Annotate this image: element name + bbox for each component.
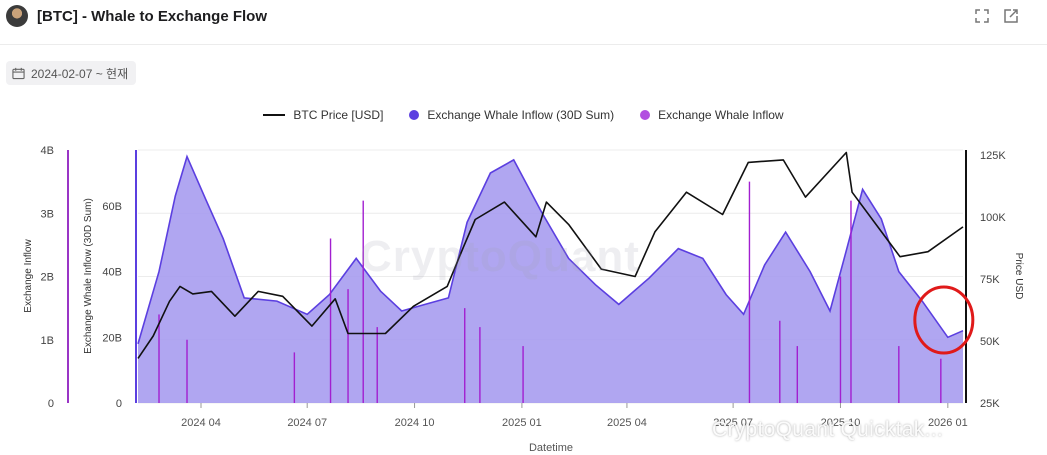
legend-swatch-price [263,114,286,116]
series-30d-sum-area [138,156,963,403]
axis-price-tick-1: 50K [980,336,1000,348]
x-tick-label-2: 2024 10 [395,417,435,429]
legend-swatch-30d-sum [409,110,420,120]
legend-item-price[interactable]: BTC Price [USD] [263,108,383,122]
series-30d-sum-line [137,154,964,345]
axis-30d-sum-tick-0: 0 [116,398,122,410]
axis-inflow-tick-1: 1B [41,335,54,347]
axis-inflow-tick-3: 3B [41,208,54,220]
watermark-text: CryptoQuant Quicktak... [712,418,943,441]
chart-header: [BTC] - Whale to Exchange Flow [0,0,1047,45]
legend-label-inflow: Exchange Whale Inflow [658,108,784,122]
axis-inflow-tick-4: 4B [41,145,54,157]
series-btc-price-line [137,151,964,359]
axis-30d-sum-title: Exchange Whale Inflow (30D Sum) [83,198,94,354]
axis-inflow-tick-0: 0 [48,398,54,410]
x-tick-label-3: 2025 01 [502,417,542,429]
axis-inflow-tick-2: 2B [41,272,54,284]
legend-item-inflow[interactable]: Exchange Whale Inflow [640,108,784,122]
axis-inflow-title: Exchange Inflow [23,239,34,313]
x-tick-label-5: 2025 07 [713,417,753,429]
legend-swatch-inflow [640,110,651,120]
axis-price-tick-0: 25K [980,398,1000,410]
axis-price-tick-3: 100K [980,212,1006,224]
x-tick-label-0: 2024 04 [181,417,221,429]
date-range-filter[interactable]: 2024-02-07 ~ 현재 [6,61,137,85]
legend-label-30d-sum: Exchange Whale Inflow (30D Sum) [427,108,615,122]
chart-legend: BTC Price [USD] Exchange Whale Inflow (3… [0,108,1047,122]
axis-price-tick-4: 125K [980,150,1006,162]
watermark-logo: CryptoQuant [360,232,640,281]
legend-item-30d-sum[interactable]: Exchange Whale Inflow (30D Sum) [409,108,614,122]
x-tick-label-4: 2025 04 [607,417,647,429]
expand-icon[interactable] [974,8,990,24]
calendar-icon [12,67,25,79]
axis-price-title: Price USD [1013,253,1024,300]
x-tick-label-6: 2025 10 [821,417,861,429]
legend-label-price: BTC Price [USD] [293,108,384,122]
x-tick-label-7: 2026 01 [928,417,968,429]
axis-30d-sum-tick-1: 20B [102,332,122,344]
open-external-icon[interactable] [1003,8,1019,24]
axis-price-tick-2: 75K [980,274,1000,286]
chart-title: [BTC] - Whale to Exchange Flow [37,8,268,25]
date-range-label: 2024-02-07 ~ 현재 [31,66,129,81]
axis-30d-sum-tick-3: 60B [102,201,122,213]
x-tick-label-1: 2024 07 [287,417,327,429]
x-axis-title: Datetime [529,442,573,454]
author-avatar[interactable] [6,5,28,27]
annotation-circle-0 [913,285,975,355]
axis-30d-sum-tick-2: 40B [102,267,122,279]
